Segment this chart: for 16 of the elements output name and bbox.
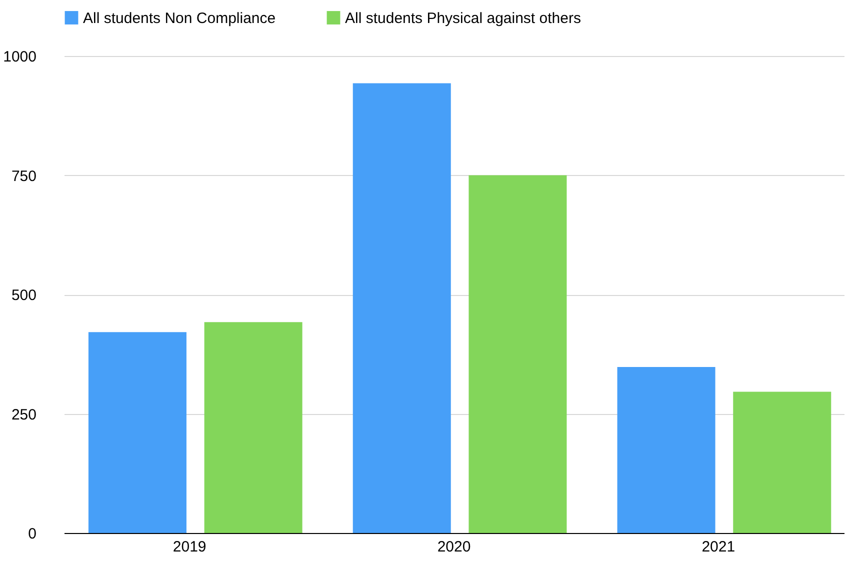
legend-label: All students Non Compliance [83,10,276,27]
x-tick-label: 2020 [437,538,471,556]
legend-label: All students Physical against others [345,10,581,27]
bar [352,83,451,533]
y-tick-label: 250 [11,406,36,424]
bar [88,332,186,533]
y-tick-label: 750 [11,168,36,185]
bar [733,392,832,533]
x-tick-label: 2021 [702,538,736,556]
bar [468,175,567,533]
bar [617,367,716,533]
y-tick-label: 0 [28,526,36,542]
y-tick-label: 1000 [3,48,36,66]
bar [204,322,302,533]
x-tick-label: 2019 [172,538,206,556]
y-tick-label: 500 [11,287,36,304]
